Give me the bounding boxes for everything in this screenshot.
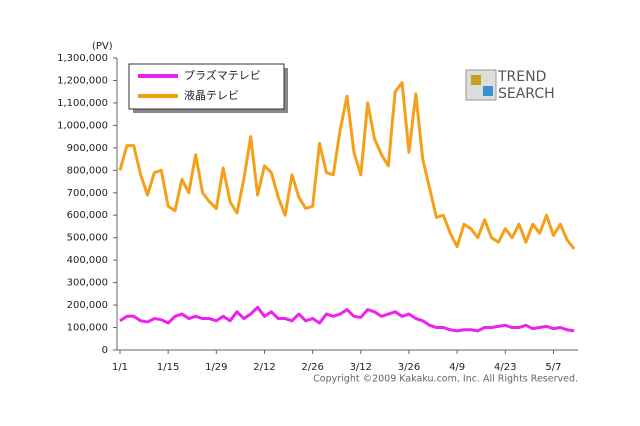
y-tick-label: 1,200,000 [57,75,108,86]
y-tick-label: 200,000 [67,300,108,311]
series-line [118,81,576,250]
legend-label: 液晶テレビ [184,88,239,102]
legend [128,63,285,110]
y-unit: (PV) [92,41,113,52]
logo-text: TREND [497,69,546,85]
y-tick-label: 0 [102,345,108,356]
x-tick-label: 1/29 [205,362,227,373]
logo: TREND SEARCH [465,69,555,102]
y-tick-label: 300,000 [67,278,108,289]
y-tick-label: 100,000 [67,323,108,334]
logo-icon [471,75,481,85]
series-line [119,305,575,333]
y-tick-label: 1,000,000 [57,120,108,131]
x-tick-label: 2/26 [301,362,323,373]
logo-text: SEARCH [498,86,555,102]
x-tick-label: 2/12 [253,362,275,373]
y-tick-label: 1,100,000 [57,98,108,109]
copyright: Copyright ©2009 Kakaku.com, Inc. All Rig… [313,374,578,385]
y-tick-label: 400,000 [67,255,108,266]
x-tick-label: 1/15 [157,362,179,373]
y-tick-label: 700,000 [67,188,108,199]
y-tick-label: 800,000 [67,165,108,176]
y-tick-label: 600,000 [67,210,108,221]
x-tick-label: 5/7 [545,362,561,373]
legend-label: プラズマテレビ [184,68,261,82]
x-tick-label: 4/23 [494,362,516,373]
x-tick-label: 4/9 [449,362,465,373]
y-tick-label: 500,000 [67,233,108,244]
y-tick-label: 900,000 [67,143,108,154]
logo-icon [483,86,493,96]
y-tick-label: 1,300,000 [57,53,108,64]
x-tick-label: 3/26 [398,362,420,373]
x-tick-label: 1/1 [112,362,128,373]
x-tick-label: 3/12 [350,362,372,373]
